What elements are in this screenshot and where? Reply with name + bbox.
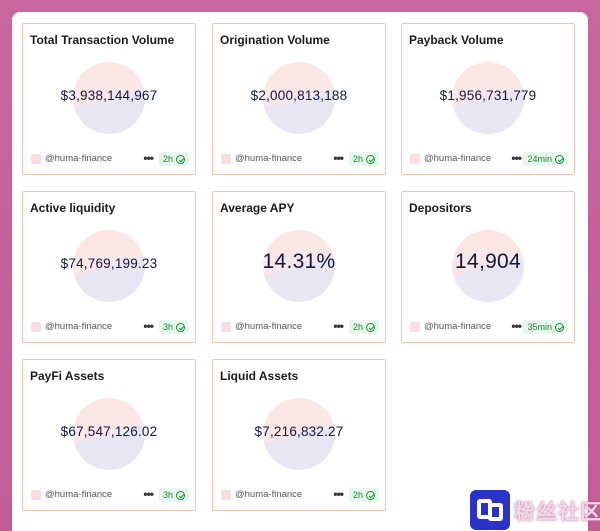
freshness-badge: 2h	[348, 320, 379, 334]
badge-label: 2h	[162, 154, 173, 164]
card-disc-graphic	[263, 398, 335, 470]
card-value: $3,938,144,967	[60, 88, 158, 103]
metric-card-average-apy[interactable]: Average APY 14.31% @huma-finance ••• 2h	[212, 191, 386, 343]
avatar	[221, 490, 231, 500]
card-value: $74,769,199.23	[60, 256, 158, 271]
freshness-badge: 3h	[158, 320, 189, 334]
card-title: Origination Volume	[220, 33, 330, 47]
check-circle-icon	[366, 154, 375, 164]
badge-label: 24min	[527, 154, 552, 164]
card-footer: @huma-finance ••• 2h	[31, 152, 189, 168]
freshness-badge: 2h	[158, 152, 189, 166]
watermark-logo-icon	[470, 490, 510, 530]
metric-card-payfi-assets[interactable]: PayFi Assets $67,547,126.02 @huma-financ…	[22, 359, 196, 511]
card-value: $2,000,813,188	[250, 88, 348, 103]
check-circle-icon	[176, 154, 185, 164]
metric-card-liquid-assets[interactable]: Liquid Assets $7,216,832.27 @huma-financ…	[212, 359, 386, 511]
card-footer: @huma-finance ••• 35min	[410, 320, 568, 336]
more-options-icon[interactable]: •••	[143, 319, 154, 333]
card-disc-graphic	[73, 62, 145, 134]
card-value: $67,547,126.02	[60, 424, 158, 439]
author-handle[interactable]: @huma-finance	[235, 489, 303, 500]
card-value: $7,216,832.27	[254, 424, 344, 439]
metric-card-total-transaction-volume[interactable]: Total Transaction Volume $3,938,144,967 …	[22, 23, 196, 175]
more-options-icon[interactable]: •••	[143, 487, 154, 501]
card-disc-graphic	[73, 398, 145, 470]
more-options-icon[interactable]: •••	[333, 319, 344, 333]
card-disc-graphic	[73, 230, 145, 302]
avatar	[410, 154, 420, 164]
freshness-badge: 3h	[158, 488, 189, 502]
avatar	[410, 322, 420, 332]
more-options-icon[interactable]: •••	[511, 319, 522, 333]
card-title: Liquid Assets	[220, 369, 299, 383]
badge-label: 2h	[352, 322, 363, 332]
freshness-badge: 2h	[348, 488, 379, 502]
badge-label: 3h	[162, 490, 173, 500]
metric-card-origination-volume[interactable]: Origination Volume $2,000,813,188 @huma-…	[212, 23, 386, 175]
check-circle-icon	[176, 490, 185, 500]
card-title: PayFi Assets	[30, 369, 105, 383]
author-handle[interactable]: @huma-finance	[45, 489, 113, 500]
card-footer: @huma-finance ••• 3h	[31, 488, 189, 504]
author-handle[interactable]: @huma-finance	[424, 153, 492, 164]
author-handle[interactable]: @huma-finance	[235, 321, 303, 332]
card-footer: @huma-finance ••• 2h	[221, 320, 379, 336]
author-handle[interactable]: @huma-finance	[235, 153, 303, 164]
card-value: $1,956,731,779	[439, 88, 537, 103]
community-watermark: 粉丝社区	[470, 490, 600, 531]
check-circle-icon	[176, 322, 185, 332]
watermark-text: 粉丝社区	[514, 501, 600, 524]
card-title: Average APY	[220, 201, 295, 215]
card-footer: @huma-finance ••• 24min	[410, 152, 568, 168]
check-circle-icon	[366, 490, 375, 500]
card-title: Active liquidity	[30, 201, 116, 215]
card-title: Depositors	[409, 201, 472, 215]
check-circle-icon	[555, 154, 564, 164]
check-circle-icon	[366, 322, 375, 332]
badge-label: 35min	[527, 322, 552, 332]
metric-card-depositors[interactable]: Depositors 14,904 @huma-finance ••• 35mi…	[401, 191, 575, 343]
card-value: 14.31%	[262, 250, 336, 273]
avatar	[221, 154, 231, 164]
author-handle[interactable]: @huma-finance	[45, 153, 113, 164]
card-footer: @huma-finance ••• 2h	[221, 488, 379, 504]
metric-card-active-liquidity[interactable]: Active liquidity $74,769,199.23 @huma-fi…	[22, 191, 196, 343]
more-options-icon[interactable]: •••	[333, 487, 344, 501]
badge-label: 3h	[162, 322, 173, 332]
avatar	[31, 322, 41, 332]
dashboard-panel: Total Transaction Volume $3,938,144,967 …	[12, 12, 588, 531]
freshness-badge: 24min	[523, 152, 568, 166]
avatar	[221, 322, 231, 332]
card-title: Payback Volume	[409, 33, 504, 47]
badge-label: 2h	[352, 490, 363, 500]
avatar	[31, 154, 41, 164]
card-disc-graphic	[452, 230, 524, 302]
more-options-icon[interactable]: •••	[333, 151, 344, 165]
card-footer: @huma-finance ••• 3h	[31, 320, 189, 336]
metric-card-payback-volume[interactable]: Payback Volume $1,956,731,779 @huma-fina…	[401, 23, 575, 175]
freshness-badge: 2h	[348, 152, 379, 166]
more-options-icon[interactable]: •••	[511, 151, 522, 165]
author-handle[interactable]: @huma-finance	[424, 321, 492, 332]
card-disc-graphic	[263, 62, 335, 134]
card-disc-graphic	[452, 62, 524, 134]
avatar	[31, 490, 41, 500]
check-circle-icon	[555, 322, 564, 332]
badge-label: 2h	[352, 154, 363, 164]
card-disc-graphic	[263, 230, 335, 302]
card-footer: @huma-finance ••• 2h	[221, 152, 379, 168]
freshness-badge: 35min	[523, 320, 568, 334]
card-value: 14,904	[454, 250, 522, 273]
author-handle[interactable]: @huma-finance	[45, 321, 113, 332]
card-title: Total Transaction Volume	[30, 33, 175, 47]
more-options-icon[interactable]: •••	[143, 151, 154, 165]
